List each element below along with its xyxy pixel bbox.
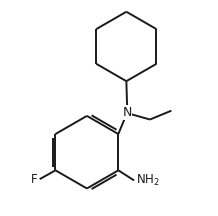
Text: N: N	[123, 106, 132, 119]
Text: NH$_2$: NH$_2$	[136, 173, 160, 188]
Text: F: F	[31, 173, 37, 186]
